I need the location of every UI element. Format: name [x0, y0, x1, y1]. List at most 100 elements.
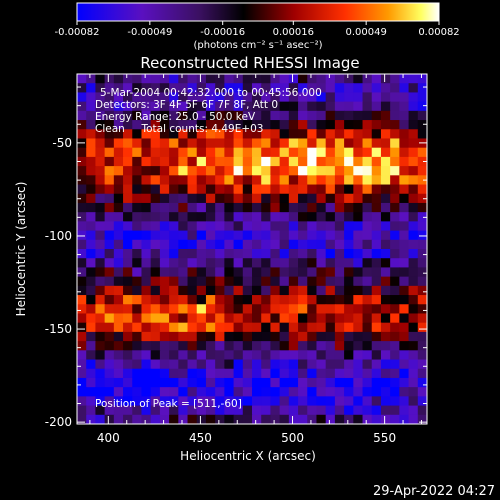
heatmap-cell [279, 129, 290, 140]
heatmap-cell [288, 249, 299, 259]
heatmap-cell [233, 138, 244, 149]
heatmap-cell [233, 341, 244, 351]
heatmap-cell [132, 83, 143, 94]
heatmap-cell [196, 166, 207, 176]
y-axis-label: Heliocentric Y (arcsec) [14, 182, 28, 317]
heatmap-cell [178, 175, 189, 186]
heatmap-cell [371, 313, 382, 324]
heatmap-cell [187, 202, 198, 213]
heatmap-cell [224, 175, 235, 186]
heatmap-cell [380, 341, 391, 351]
heatmap-cell [196, 110, 207, 121]
heatmap-cell [417, 175, 427, 186]
heatmap-cell [150, 166, 161, 176]
heatmap-cell [233, 166, 244, 176]
heatmap-cell [344, 258, 354, 269]
heatmap-cell [141, 184, 152, 195]
heatmap-cell [390, 295, 400, 305]
heatmap-cell [242, 147, 253, 158]
heatmap-cell [113, 156, 124, 167]
heatmap-cell [113, 350, 124, 361]
heatmap-cell [150, 350, 161, 361]
heatmap-cell [169, 331, 179, 342]
heatmap-cell [159, 92, 170, 103]
heatmap-cell [215, 193, 225, 204]
heatmap-cell [288, 285, 299, 296]
colorbar-gradient [76, 2, 440, 22]
heatmap-cell [178, 110, 189, 121]
heatmap-cell [288, 110, 299, 121]
heatmap-cell [252, 193, 262, 204]
heatmap-cell [279, 101, 290, 112]
heatmap-cell [334, 92, 345, 103]
heatmap-cell [224, 285, 235, 296]
heatmap-cell [242, 83, 253, 94]
heatmap-cell [123, 83, 133, 94]
heatmap-cell [270, 313, 281, 324]
heatmap-cell [196, 212, 207, 222]
heatmap-cell [95, 166, 106, 176]
heatmap-cell [408, 405, 419, 416]
heatmap-cell [380, 110, 391, 121]
heatmap-cell [279, 92, 290, 103]
heatmap-cell [86, 193, 97, 204]
heatmap-cell [270, 166, 281, 176]
heatmap-cell [325, 92, 336, 103]
heatmap-cell [279, 258, 290, 269]
heatmap-cell [279, 405, 290, 416]
heatmap-cell [288, 322, 299, 333]
heatmap-cell [224, 138, 235, 149]
heatmap-cell [205, 129, 216, 140]
heatmap-cell [362, 212, 373, 222]
heatmap-cell [178, 156, 189, 167]
heatmap-cell [95, 175, 106, 186]
heatmap-cell [344, 414, 354, 424]
heatmap-cell [344, 101, 354, 112]
heatmap-cell [104, 304, 115, 315]
heatmap-cell [86, 414, 97, 424]
heatmap-cell [270, 202, 281, 213]
heatmap-cell [261, 239, 272, 250]
heatmap-cell [242, 405, 253, 416]
heatmap-cell [362, 295, 373, 305]
heatmap-cell [380, 138, 391, 149]
heatmap-cell [95, 83, 106, 94]
heatmap-cell [113, 83, 124, 94]
heatmap-cell [187, 239, 198, 250]
heatmap-cell [224, 258, 235, 269]
heatmap-cell [344, 239, 354, 250]
heatmap-cell [113, 230, 124, 241]
heatmap-cell [371, 101, 382, 112]
heatmap-cell [113, 147, 124, 158]
heatmap-cell [86, 331, 97, 342]
heatmap-cell [316, 101, 327, 112]
heatmap-cell [390, 110, 400, 121]
heatmap-cell [261, 377, 272, 388]
heatmap-cell [353, 166, 364, 176]
heatmap-cell [95, 359, 106, 370]
heatmap-cell [270, 239, 281, 250]
heatmap-cell [242, 184, 253, 195]
heatmap-cell [252, 350, 262, 361]
heatmap-cell [141, 295, 152, 305]
heatmap-cell [178, 258, 189, 269]
heatmap-cell [178, 322, 189, 333]
heatmap-cell [95, 331, 106, 342]
heatmap-cell [408, 387, 419, 397]
heatmap-cell [123, 276, 133, 287]
heatmap-cell [307, 396, 318, 407]
heatmap-cell [205, 396, 216, 407]
heatmap-cell [307, 267, 318, 278]
heatmap-cell [362, 249, 373, 259]
heatmap-cell [252, 74, 262, 84]
heatmap-cell [150, 295, 161, 305]
heatmap-cell [353, 331, 364, 342]
heatmap-cell [159, 341, 170, 351]
heatmap-cell [353, 239, 364, 250]
heatmap-cell [169, 267, 179, 278]
heatmap-cell [242, 166, 253, 176]
heatmap-cell [307, 359, 318, 370]
heatmap-cell [371, 350, 382, 361]
heatmap-cell [353, 175, 364, 186]
heatmap-cell [77, 331, 87, 342]
